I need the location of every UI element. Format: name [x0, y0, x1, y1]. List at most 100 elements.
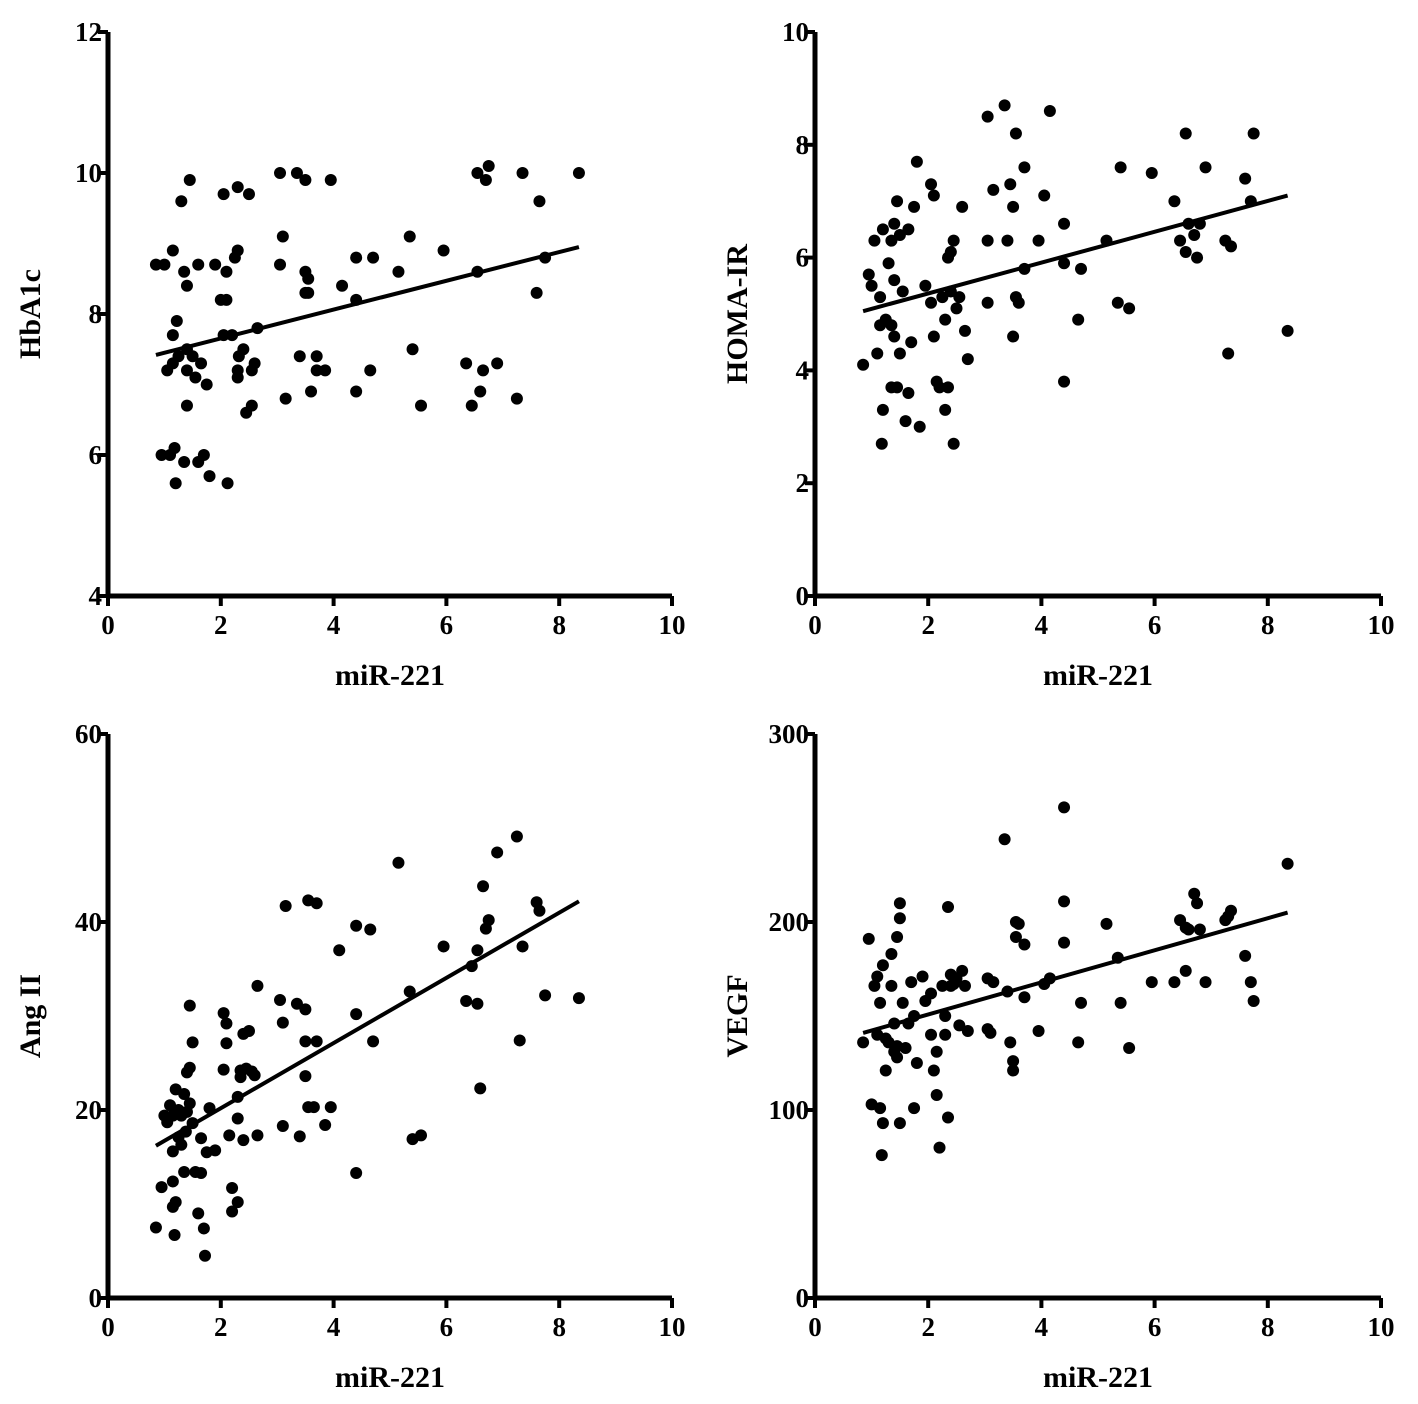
- data-point: [197, 1222, 210, 1235]
- data-point: [981, 234, 994, 247]
- data-point: [310, 350, 323, 363]
- data-point: [217, 188, 230, 201]
- x-tick-label: 10: [1368, 610, 1395, 640]
- data-point: [1075, 262, 1088, 275]
- data-point: [1018, 991, 1031, 1004]
- x-tick-label: 0: [101, 610, 115, 640]
- data-point: [958, 324, 971, 337]
- data-point: [324, 1101, 337, 1114]
- data-point: [516, 940, 529, 953]
- data-point: [516, 167, 529, 179]
- data-point: [243, 1025, 255, 1038]
- data-point: [893, 347, 906, 360]
- y-tick-label: 10: [782, 17, 809, 47]
- data-point: [403, 985, 416, 998]
- data-point: [1038, 189, 1051, 202]
- data-point: [189, 371, 202, 384]
- regression-line: [862, 910, 1289, 1035]
- data-point: [1043, 104, 1056, 117]
- data-point: [195, 1166, 208, 1179]
- data-point: [217, 1063, 230, 1076]
- data-point: [875, 437, 888, 450]
- data-point: [927, 330, 940, 343]
- data-point: [1032, 1025, 1045, 1038]
- data-point: [1145, 976, 1158, 989]
- data-point: [936, 291, 949, 304]
- data-point: [364, 364, 377, 377]
- data-point: [474, 385, 487, 398]
- data-point: [178, 456, 191, 469]
- data-point: [1182, 923, 1195, 936]
- data-point: [1247, 127, 1260, 140]
- data-point: [871, 347, 884, 360]
- data-point: [927, 1064, 940, 1077]
- data-point: [885, 234, 898, 247]
- x-tick-label: 8: [1261, 610, 1275, 640]
- data-point: [875, 1149, 888, 1162]
- data-point: [893, 897, 906, 910]
- x-tick-label: 8: [1261, 1312, 1275, 1342]
- data-point: [1007, 1055, 1020, 1068]
- regression-line: [155, 245, 580, 357]
- data-point: [290, 997, 303, 1010]
- data-point: [302, 286, 315, 299]
- x-axis-label: miR-221: [1043, 1361, 1153, 1394]
- data-point: [961, 353, 974, 366]
- data-point: [933, 1141, 946, 1154]
- data-point: [1179, 964, 1192, 977]
- data-point: [930, 1088, 943, 1101]
- data-point: [299, 174, 312, 187]
- data-point: [460, 994, 473, 1007]
- x-axis-label: miR-221: [1043, 659, 1153, 692]
- data-point: [149, 258, 162, 271]
- data-point: [231, 1196, 244, 1209]
- data-point: [251, 979, 264, 992]
- data-point: [998, 833, 1011, 846]
- data-point: [186, 1036, 199, 1049]
- y-tick-label: 8: [796, 130, 810, 160]
- data-point: [916, 970, 929, 983]
- x-tick-label: 4: [1035, 1312, 1049, 1342]
- data-point: [893, 912, 906, 925]
- data-point: [220, 1017, 233, 1030]
- data-point: [471, 997, 484, 1010]
- data-point: [477, 364, 490, 377]
- data-point: [1281, 324, 1294, 337]
- data-point: [180, 364, 193, 377]
- data-point: [876, 223, 889, 236]
- data-point: [1012, 917, 1025, 930]
- data-point: [1114, 996, 1127, 1009]
- data-point: [319, 1119, 332, 1132]
- data-point: [910, 1057, 923, 1069]
- data-point: [319, 364, 332, 377]
- data-point: [533, 904, 546, 917]
- x-tick-label: 0: [808, 610, 822, 640]
- data-point: [908, 200, 921, 213]
- data-point: [905, 976, 918, 989]
- data-point: [170, 315, 183, 328]
- data-point: [290, 167, 303, 179]
- data-point: [169, 1196, 182, 1209]
- data-point: [874, 291, 887, 304]
- data-point: [178, 1088, 191, 1101]
- data-point: [336, 279, 349, 292]
- data-point: [953, 1019, 966, 1032]
- data-point: [927, 189, 940, 202]
- data-point: [186, 350, 199, 363]
- x-tick-label: 10: [1368, 1312, 1395, 1342]
- data-point: [460, 357, 473, 370]
- data-point: [513, 1034, 526, 1047]
- data-point: [1222, 347, 1235, 360]
- data-point: [1199, 161, 1212, 174]
- data-point: [893, 229, 906, 242]
- data-point: [1179, 245, 1192, 258]
- data-point: [939, 403, 952, 416]
- data-point: [243, 188, 255, 201]
- y-tick-label: 6: [796, 243, 810, 273]
- data-point: [1193, 923, 1206, 936]
- data-point: [226, 1182, 239, 1195]
- y-tick-label: 4: [89, 581, 103, 611]
- data-point: [1058, 217, 1071, 230]
- data-point: [987, 976, 1000, 989]
- x-axis-label: miR-221: [335, 659, 445, 692]
